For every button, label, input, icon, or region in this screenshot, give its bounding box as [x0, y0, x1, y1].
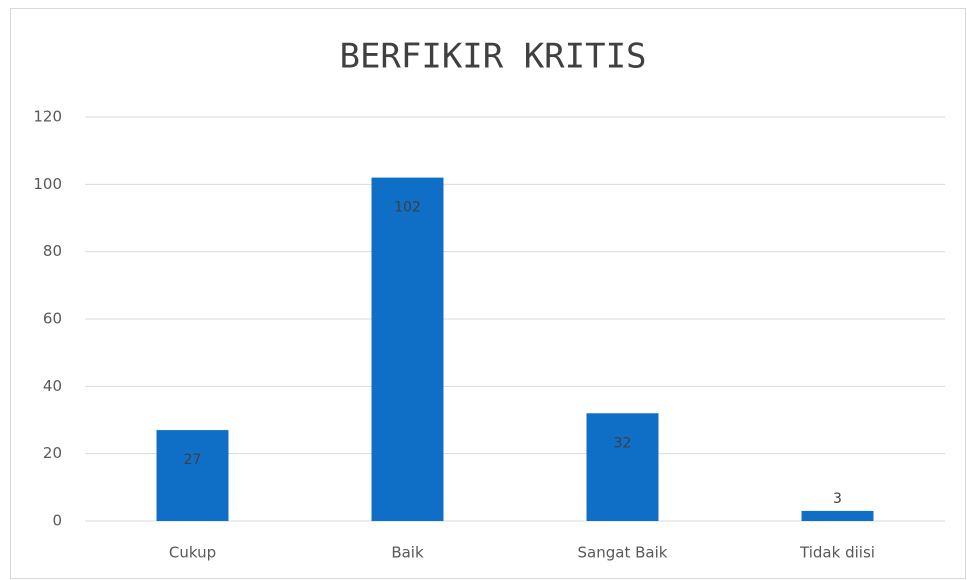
x-tick-label: Cukup [169, 544, 216, 562]
y-tick-label: 0 [52, 512, 62, 530]
chart-border [10, 8, 966, 579]
y-tick-label: 40 [43, 377, 62, 395]
bar [801, 510, 874, 521]
bar [371, 177, 444, 521]
y-tick-label: 100 [33, 175, 62, 193]
y-tick-label: 60 [43, 310, 62, 328]
data-label: 102 [394, 200, 421, 216]
x-tick-label: Tidak diisi [799, 544, 875, 562]
bar [156, 430, 229, 521]
chart-title: BERFIKIR KRITIS [339, 37, 646, 77]
y-tick-label: 80 [43, 242, 62, 260]
data-label: 32 [614, 435, 632, 451]
x-tick-label: Baik [391, 544, 424, 562]
x-tick-label: Sangat Baik [578, 544, 668, 562]
y-tick-label: 20 [43, 444, 62, 462]
data-label: 3 [833, 491, 842, 507]
y-tick-label: 120 [33, 108, 62, 126]
data-label: 27 [184, 452, 202, 468]
bar [586, 413, 659, 521]
